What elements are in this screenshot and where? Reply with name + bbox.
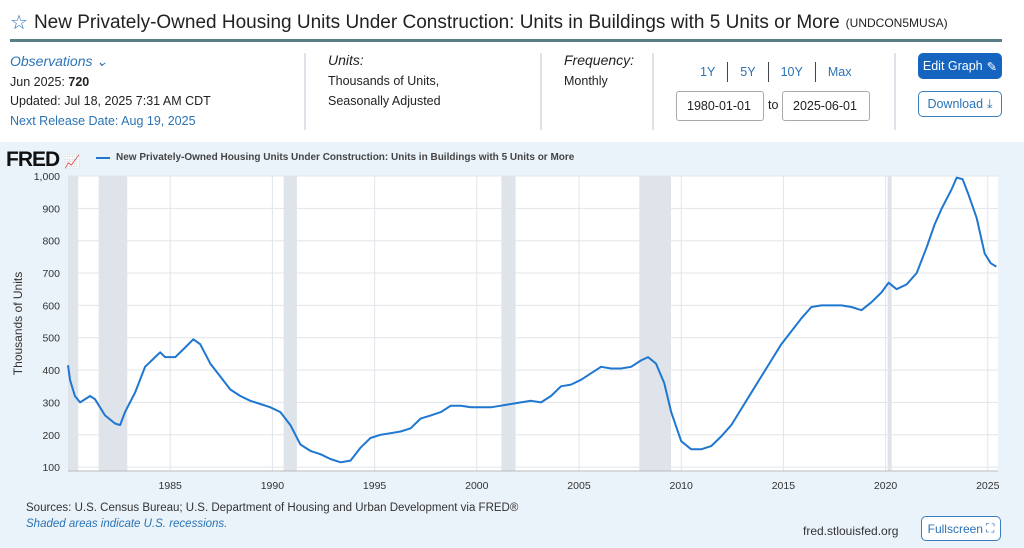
page-title: ☆ New Privately-Owned Housing Units Unde… bbox=[10, 10, 948, 35]
y-tick-label: 300 bbox=[42, 397, 60, 409]
x-tick-label: 2005 bbox=[567, 480, 591, 492]
units-panel: Units: Thousands of Units, Seasonally Ad… bbox=[328, 50, 441, 111]
series-title: New Privately-Owned Housing Units Under … bbox=[33, 11, 840, 33]
recession-band bbox=[501, 176, 516, 471]
title-divider bbox=[10, 39, 1002, 42]
y-tick-label: 600 bbox=[42, 300, 60, 312]
range-max[interactable]: Max bbox=[814, 62, 864, 82]
recession-band bbox=[98, 176, 128, 471]
legend-swatch bbox=[96, 156, 110, 159]
x-tick-label: 2025 bbox=[976, 480, 1000, 492]
download-icon: ⤓ bbox=[987, 96, 993, 111]
x-tick-label: 1995 bbox=[363, 480, 387, 492]
range-1y[interactable]: 1Y bbox=[700, 65, 716, 79]
y-tick-label: 500 bbox=[42, 333, 60, 345]
units-line1: Thousands of Units, bbox=[328, 74, 440, 88]
sources-text: Sources: U.S. Census Bureau; U.S. Depart… bbox=[26, 502, 519, 514]
x-tick-label: 2015 bbox=[772, 480, 796, 492]
range-selector: 1Y 5Y 10Y Max bbox=[688, 62, 863, 82]
recession-band bbox=[68, 176, 79, 471]
updated-text: Updated: Jul 18, 2025 7:31 AM CDT bbox=[10, 94, 211, 108]
recession-band bbox=[639, 176, 671, 471]
recession-band bbox=[283, 176, 297, 471]
chart-legend: New Privately-Owned Housing Units Under … bbox=[96, 152, 574, 163]
divider bbox=[540, 53, 542, 130]
frequency-label: Frequency: bbox=[564, 52, 635, 68]
series-line bbox=[67, 176, 997, 464]
recession-band bbox=[887, 176, 892, 471]
fullscreen-icon: ⛶ bbox=[985, 521, 995, 535]
x-tick-label: 1985 bbox=[159, 480, 183, 492]
units-line2: Seasonally Adjusted bbox=[328, 94, 441, 108]
observations-toggle[interactable]: Observations ⌄ bbox=[10, 53, 108, 69]
chart-line-icon: 📈 bbox=[64, 154, 80, 169]
divider bbox=[304, 53, 306, 130]
star-icon[interactable]: ☆ bbox=[10, 12, 28, 34]
range-10y[interactable]: 10Y bbox=[767, 62, 815, 82]
latest-date: Jun 2025: bbox=[10, 74, 65, 89]
x-tick-label: 2010 bbox=[670, 480, 694, 492]
fred-logo: FRED 📈 bbox=[6, 148, 80, 171]
x-tick-label: 2020 bbox=[874, 480, 898, 492]
y-tick-label: 400 bbox=[42, 365, 60, 377]
x-tick-label: 1990 bbox=[261, 480, 285, 492]
fullscreen-button[interactable]: Fullscreen ⛶ bbox=[921, 516, 1001, 541]
date-to-label: to bbox=[768, 98, 779, 112]
chevron-down-icon: ⌄ bbox=[95, 53, 108, 69]
x-tick-label: 2000 bbox=[465, 480, 489, 492]
legend-label: New Privately-Owned Housing Units Under … bbox=[116, 152, 575, 163]
divider bbox=[894, 53, 896, 130]
y-tick-label: 800 bbox=[42, 236, 60, 248]
edit-icon: ✎ bbox=[986, 59, 998, 74]
frequency-panel: Frequency: Monthly bbox=[564, 50, 634, 91]
plot-area bbox=[68, 176, 998, 471]
y-tick-label: 100 bbox=[42, 462, 60, 474]
y-axis-label: Thousands of Units bbox=[11, 272, 25, 375]
observations-panel: Observations ⌄ Jun 2025: 720 Updated: Ju… bbox=[10, 52, 211, 131]
units-label: Units: bbox=[328, 52, 364, 68]
end-date-input[interactable]: 2025-06-01 bbox=[782, 91, 870, 121]
divider bbox=[652, 53, 654, 130]
recession-note: Shaded areas indicate U.S. recessions. bbox=[26, 518, 228, 530]
y-tick-label: 700 bbox=[42, 268, 60, 280]
next-release-link[interactable]: Next Release Date: Aug 19, 2025 bbox=[10, 113, 196, 128]
range-5y[interactable]: 5Y bbox=[727, 62, 767, 82]
edit-graph-button[interactable]: Edit Graph ✎ bbox=[918, 53, 1002, 79]
frequency-value: Monthly bbox=[564, 74, 608, 88]
download-button[interactable]: Download ⤓ bbox=[918, 91, 1002, 117]
site-url: fred.stlouisfed.org bbox=[803, 524, 899, 538]
y-tick-label: 900 bbox=[42, 203, 60, 215]
y-tick-label: 1,000 bbox=[34, 171, 60, 183]
y-tick-label: 200 bbox=[42, 430, 60, 442]
latest-value: 720 bbox=[68, 74, 90, 89]
series-id: (UNDCON5MUSA) bbox=[845, 15, 948, 30]
start-date-input[interactable]: 1980-01-01 bbox=[676, 91, 764, 121]
